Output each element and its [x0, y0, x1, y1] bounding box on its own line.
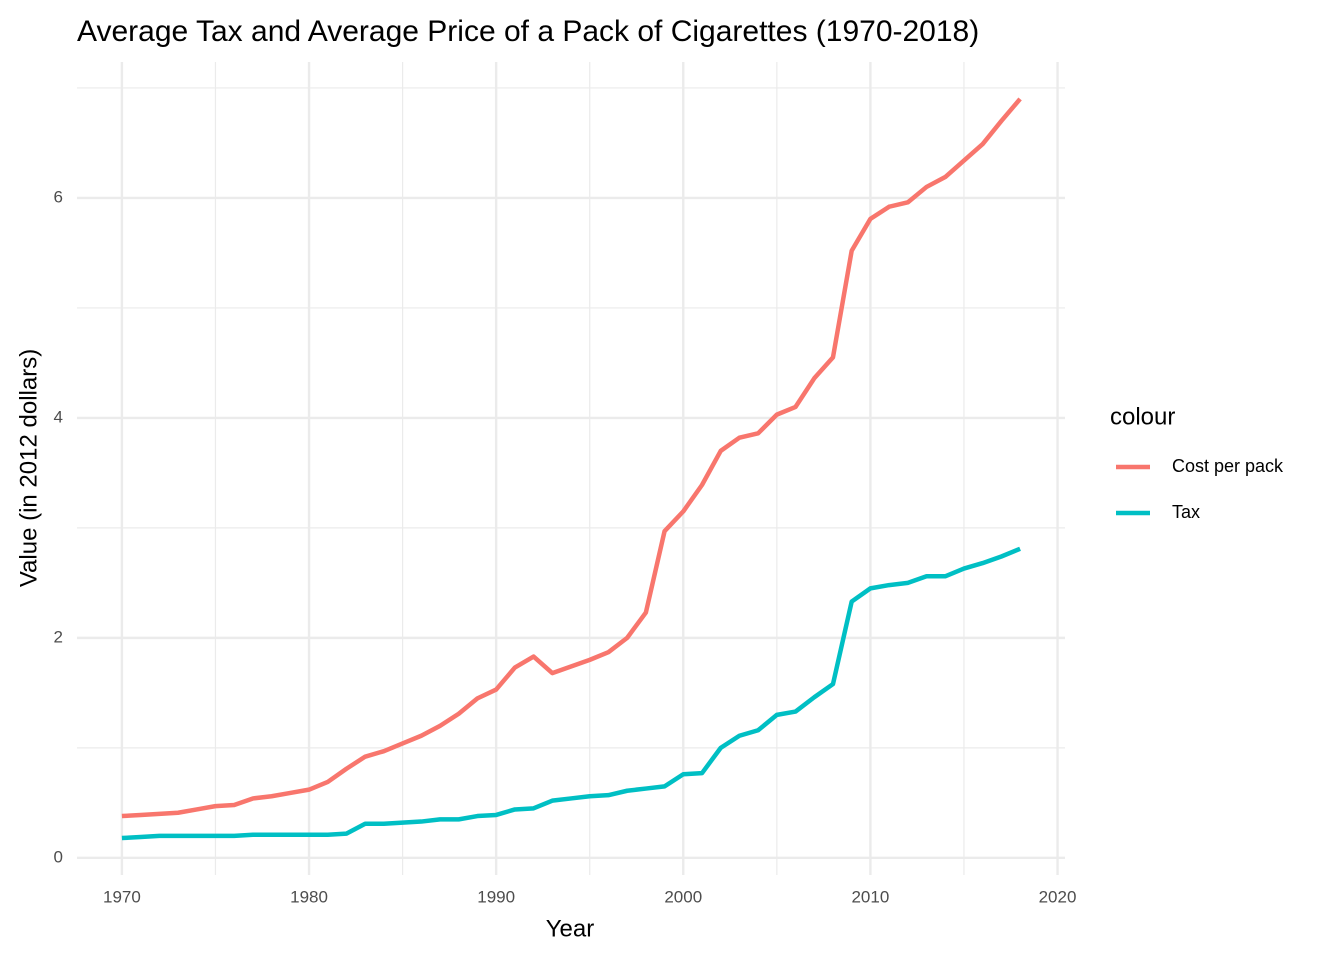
- chart-title: Average Tax and Average Price of a Pack …: [77, 15, 979, 48]
- y-tick-label: 6: [54, 187, 63, 206]
- x-tick-label: 2020: [1039, 887, 1077, 906]
- x-tick-label: 1980: [290, 887, 328, 906]
- series-line: [121, 546, 1021, 841]
- lines: [121, 97, 1022, 841]
- legend-title: colour: [1110, 403, 1175, 430]
- grid: 0 2 4 6 1970 1980 1990 2000 2010 2020: [54, 62, 1077, 906]
- legend: Cost per pack Tax: [1116, 456, 1284, 522]
- y-axis-title: Value (in 2012 dollars): [15, 349, 42, 587]
- x-tick-label: 1990: [477, 887, 515, 906]
- legend-label: Cost per pack: [1172, 456, 1284, 476]
- x-tick-label: 2010: [851, 887, 889, 906]
- y-tick-label: 0: [54, 847, 63, 866]
- series-line: [121, 97, 1022, 819]
- x-tick-label: 2000: [664, 887, 702, 906]
- x-axis-title: Year: [546, 915, 595, 942]
- y-tick-label: 2: [54, 627, 63, 646]
- x-tick-label: 1970: [103, 887, 141, 906]
- legend-label: Tax: [1172, 502, 1200, 522]
- y-tick-label: 4: [54, 407, 63, 426]
